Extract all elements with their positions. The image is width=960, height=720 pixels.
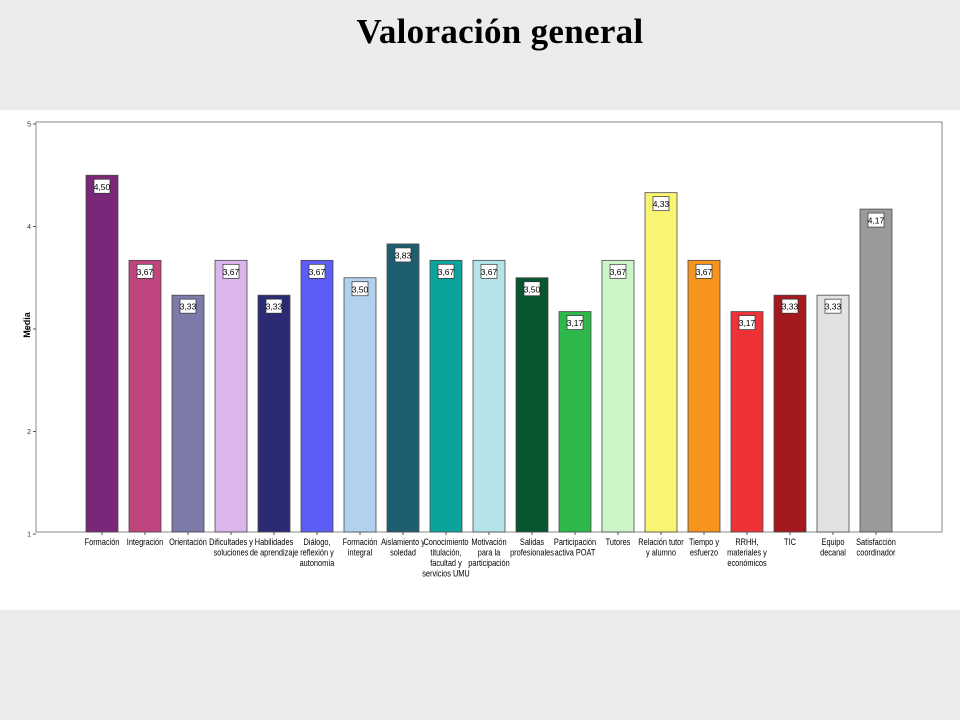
chart-panel: 1 2 3 4 5 4,50 3,67 3,33 3,67 3,33 3,67 3,50 3,83 3,… — [0, 110, 960, 610]
data-label-box — [308, 263, 326, 279]
data-label: 3,67 — [438, 267, 455, 277]
bar — [730, 311, 764, 533]
category-label: Motivación para la participación — [468, 537, 510, 568]
data-label: 3,33 — [180, 302, 197, 312]
category-label: Habilidades de aprendizaje — [250, 537, 299, 557]
data-label: 3,67 — [610, 267, 627, 277]
data-label-box — [695, 263, 713, 279]
data-label-box — [394, 247, 412, 263]
category-label: RRHH, materiales y económicos — [727, 537, 768, 568]
bar — [601, 259, 635, 533]
data-label: 3,33 — [782, 302, 799, 312]
x-axis-labels: Formación Integración Orientación Dificulta… — [85, 532, 896, 579]
data-label: 3,50 — [524, 284, 541, 294]
bar — [472, 259, 506, 533]
bar — [128, 259, 162, 533]
data-label-box — [93, 178, 111, 194]
data-label-box — [609, 263, 627, 279]
category-label: Tutores — [606, 537, 631, 547]
category-label: Relación tutor y alumno — [638, 537, 684, 557]
bar — [257, 294, 291, 533]
data-label-box — [480, 263, 498, 279]
y-axis: 1 2 3 4 5 — [27, 122, 36, 539]
data-label: 3,17 — [567, 318, 584, 328]
bar — [816, 294, 850, 533]
data-label-box — [824, 298, 842, 314]
category-label: Integración — [127, 537, 164, 547]
bar — [171, 294, 205, 533]
category-label: Satisfacción coordinador — [856, 537, 896, 557]
data-label-box — [652, 196, 670, 212]
data-label-box — [265, 298, 283, 314]
category-label: Dificultades y soluciones — [209, 537, 254, 557]
y-tick-label: 4 — [27, 224, 31, 231]
data-label: 3,67 — [696, 267, 713, 277]
bar — [214, 259, 248, 533]
bar — [644, 192, 678, 533]
category-label: Diálogo, reflexión y autonomía — [300, 537, 335, 568]
y-tick-label: 1 — [27, 532, 31, 539]
bar — [558, 311, 592, 533]
category-label: TIC — [784, 537, 796, 547]
bar — [300, 259, 334, 533]
data-label-box — [222, 263, 240, 279]
data-label: 4,17 — [868, 216, 885, 226]
data-label-box — [179, 298, 197, 314]
bar — [859, 208, 893, 533]
data-label-box — [351, 281, 369, 297]
y-axis-title: Media — [22, 311, 32, 338]
data-label-box — [523, 281, 541, 297]
data-label-box — [437, 263, 455, 279]
page-title: Valoración general — [356, 12, 644, 51]
data-label: 3,67 — [309, 267, 326, 277]
data-label-box — [136, 263, 154, 279]
data-label: 3,33 — [825, 302, 842, 312]
bar — [386, 243, 420, 533]
bar — [429, 259, 463, 533]
bar — [687, 259, 721, 533]
data-label: 3,50 — [352, 284, 369, 294]
bar — [85, 174, 119, 533]
data-label: 3,67 — [137, 267, 154, 277]
data-label: 3,67 — [481, 267, 498, 277]
category-label: Conocimiento titulación, facultad y servici… — [422, 537, 470, 578]
category-label: Formación — [85, 537, 120, 547]
y-tick-label: 5 — [27, 122, 31, 129]
data-label: 3,67 — [223, 267, 240, 277]
bar-chart: 1 2 3 4 5 4,50 3,67 3,33 3,67 3,33 3,67 3,50 3,83 3,… — [22, 121, 943, 579]
category-label: Orientación — [169, 537, 207, 547]
bar — [773, 294, 807, 533]
data-label-box — [867, 212, 885, 228]
data-label: 3,83 — [395, 250, 412, 260]
category-label: Formación integral — [343, 537, 378, 557]
data-label: 3,17 — [739, 318, 756, 328]
category-label: Aislamiento y soledad — [381, 537, 426, 557]
bar — [515, 277, 549, 533]
data-label-box — [781, 298, 799, 314]
category-label: Salidas profesionales — [510, 537, 554, 557]
data-label: 4,50 — [94, 182, 111, 192]
category-label: Participación activa POAT — [554, 537, 597, 557]
y-tick-label: 2 — [27, 429, 31, 436]
data-label: 4,33 — [653, 199, 670, 209]
y-tick-label: 3 — [27, 327, 31, 334]
category-label: Tiempo y esfuerzo — [689, 537, 720, 557]
data-label-box — [566, 315, 584, 330]
bar — [343, 277, 377, 533]
data-label: 3,33 — [266, 302, 283, 312]
category-label: Equipo decanal — [820, 537, 846, 557]
data-label-box — [738, 315, 756, 330]
